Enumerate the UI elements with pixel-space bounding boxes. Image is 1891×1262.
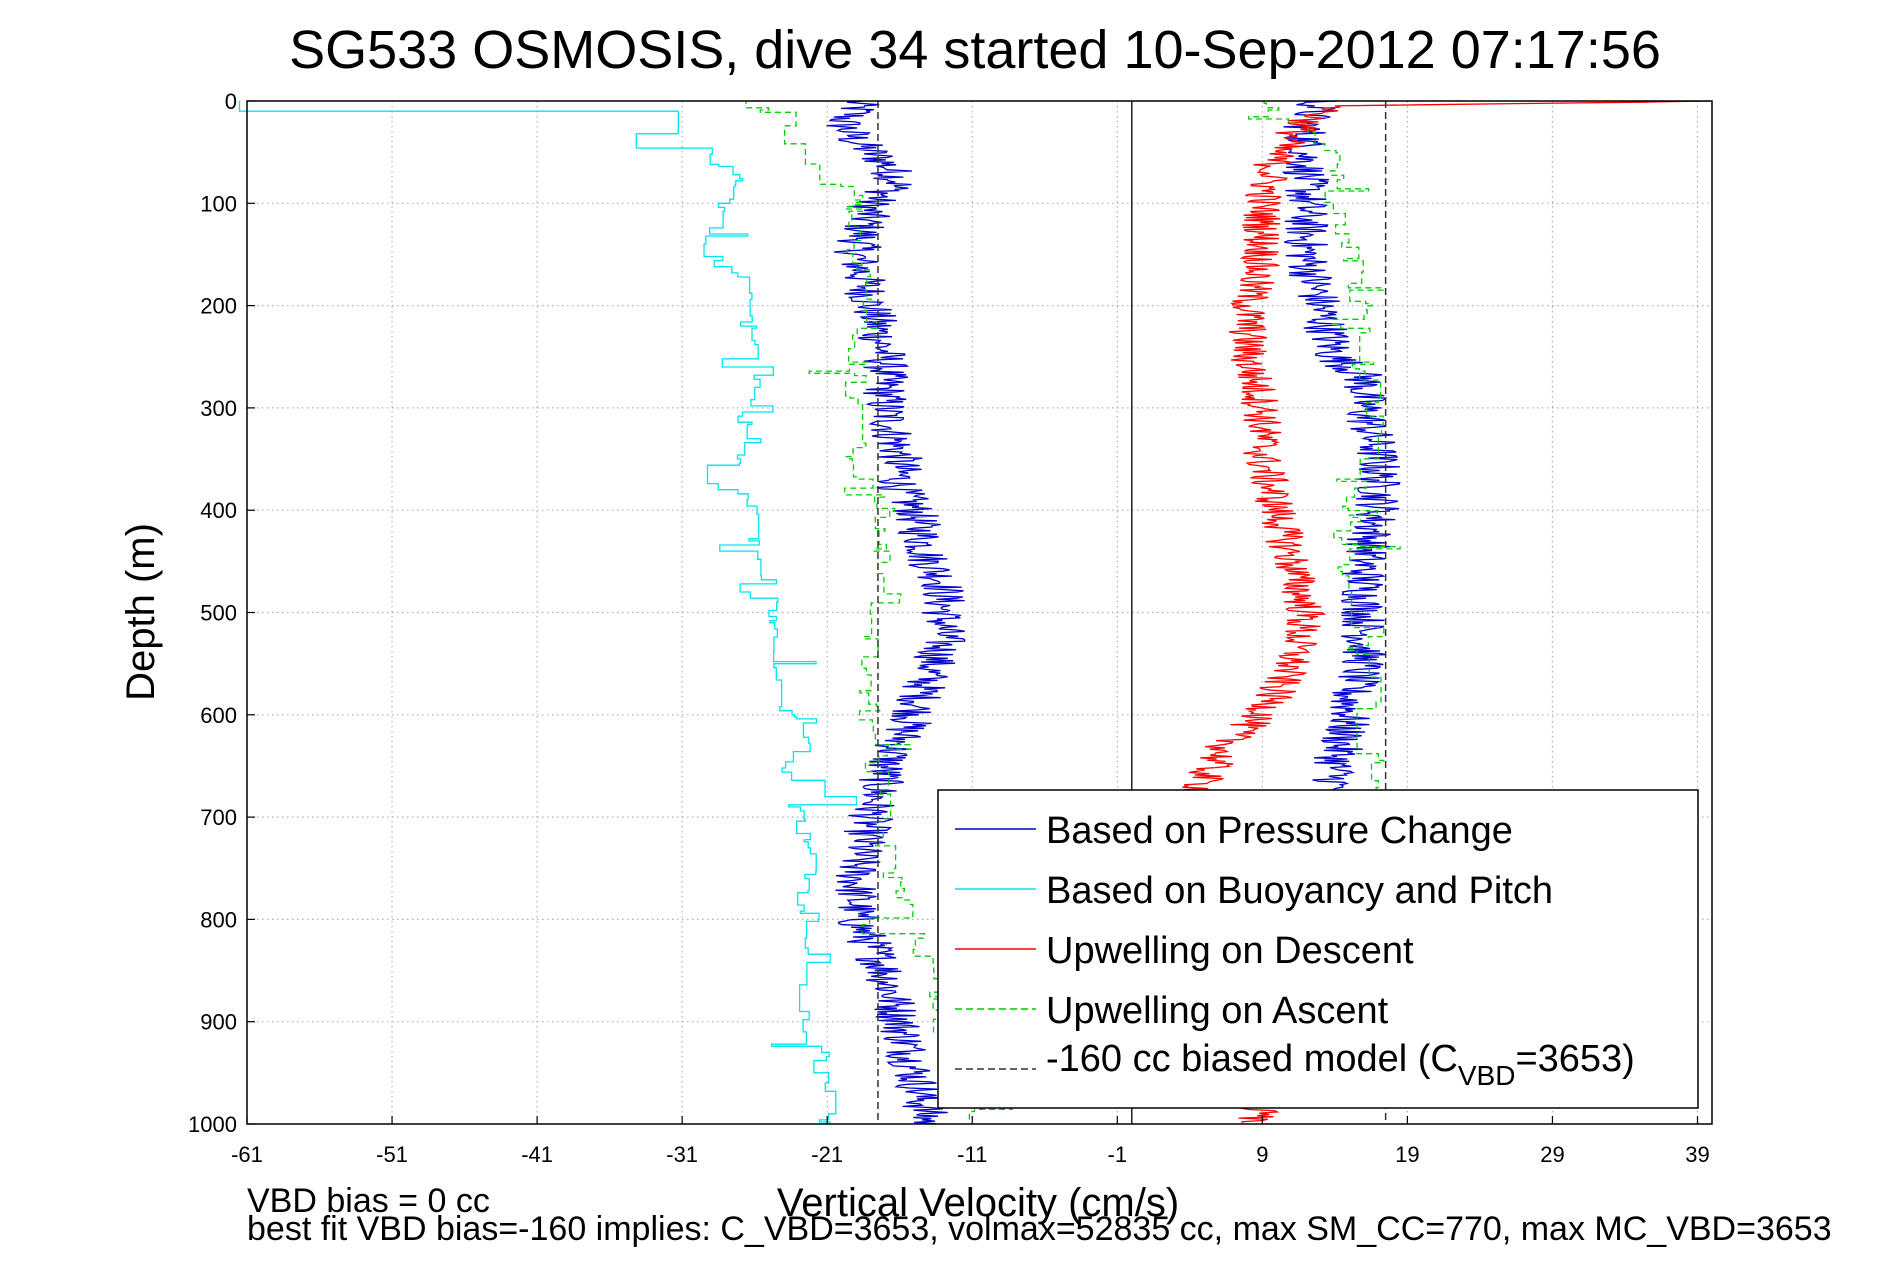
x-axis-ticks: -61 -51 -41 -31 -21 -11 -1 9 19 29 39: [231, 1116, 1710, 1167]
y-tick-label: 500: [200, 601, 237, 626]
x-tick-label: 9: [1256, 1142, 1268, 1167]
series-descent-descent: [1173, 100, 1711, 818]
legend-model-tail: =3653): [1515, 1038, 1634, 1080]
legend-label-descent: Upwelling on Descent: [1046, 930, 1414, 972]
y-tick-label: 800: [200, 907, 237, 932]
legend-model-main: -160 cc biased model (C: [1046, 1038, 1458, 1080]
y-tick-label: 900: [200, 1010, 237, 1035]
x-tick-label: -11: [957, 1142, 987, 1167]
x-tick-label: 39: [1685, 1142, 1709, 1167]
y-tick-label: 400: [200, 498, 237, 523]
x-tick-label: -1: [1108, 1142, 1128, 1167]
legend-label-pressure: Based on Pressure Change: [1046, 810, 1513, 852]
y-tick-label: 0: [225, 89, 237, 114]
y-tick-label: 200: [200, 294, 237, 319]
series-pressure-descent: [826, 100, 966, 1125]
x-tick-label: -61: [231, 1142, 263, 1167]
y-axis-label: Depth (m): [119, 523, 163, 701]
legend: Based on Pressure Change Based on Buoyan…: [937, 789, 1699, 1109]
x-axis-label: Vertical Velocity (cm/s): [777, 1181, 1179, 1225]
chart-title: SG533 OSMOSIS, dive 34 started 10-Sep-20…: [289, 20, 1661, 80]
series-pressure-ascent: [1281, 100, 1401, 818]
series-ascent-descent: [745, 100, 1013, 1123]
legend-model-sub: VBD: [1458, 1060, 1516, 1091]
series-layer: [238, 100, 1711, 1125]
series-ascent-ascent: [1248, 101, 1401, 817]
legend-label-buoyancy: Based on Buoyancy and Pitch: [1046, 870, 1553, 912]
legend-label-model: -160 cc biased model (CVBD=3653): [1046, 1038, 1635, 1091]
legend-box: [937, 789, 1699, 1109]
y-tick-label: 600: [200, 703, 237, 728]
footer-bestfit-line: best fit VBD bias=-160 implies: C_VBD=36…: [247, 1210, 1832, 1248]
y-tick-label: 300: [200, 396, 237, 421]
x-tick-label: -51: [376, 1142, 408, 1167]
y-axis-ticks: 0 100 200 300 400 500 600 700 800 900 1000: [188, 89, 255, 1137]
x-tick-label: -31: [666, 1142, 698, 1167]
x-tick-label: -21: [811, 1142, 843, 1167]
y-tick-label: 700: [200, 805, 237, 830]
y-tick-label: 100: [200, 191, 237, 216]
series-buoyancy-descent: [238, 101, 858, 1124]
y-tick-label: 1000: [188, 1112, 237, 1137]
footer-bias-line: VBD bias = 0 cc: [247, 1182, 490, 1220]
x-tick-label: 19: [1395, 1142, 1419, 1167]
x-tick-label: -41: [521, 1142, 553, 1167]
legend-label-ascent: Upwelling on Ascent: [1046, 990, 1389, 1032]
x-tick-label: 29: [1540, 1142, 1564, 1167]
